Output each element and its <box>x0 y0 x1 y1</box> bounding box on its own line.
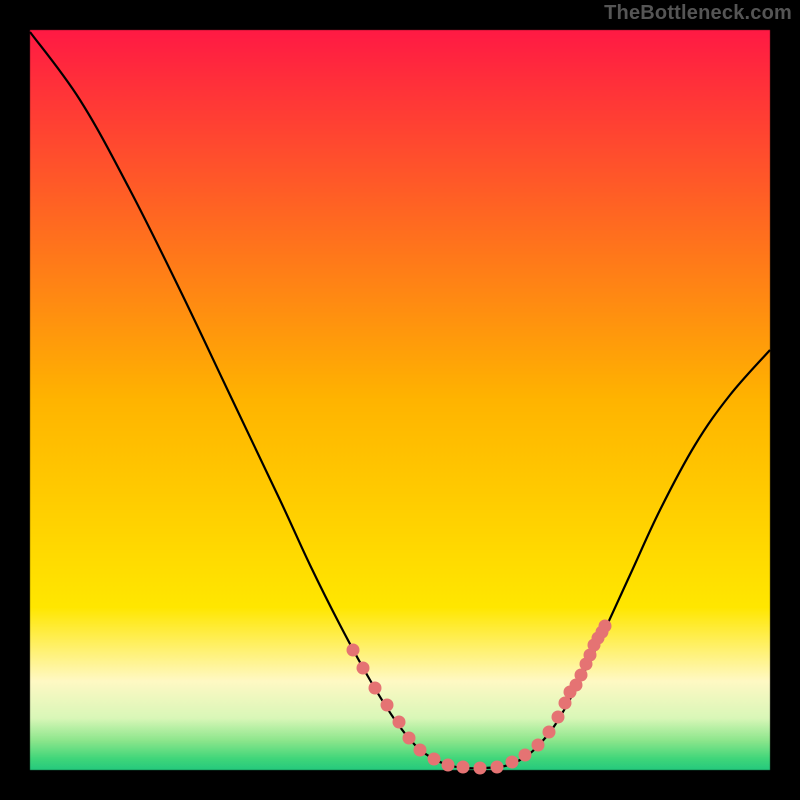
marker-point <box>506 756 519 769</box>
marker-point <box>347 644 360 657</box>
marker-point <box>552 711 565 724</box>
marker-point <box>519 749 532 762</box>
watermark-label: TheBottleneck.com <box>604 2 792 25</box>
marker-point <box>403 732 416 745</box>
marker-point <box>414 744 427 757</box>
marker-point <box>357 662 370 675</box>
chart-container: TheBottleneck.com <box>0 0 800 800</box>
marker-point <box>369 682 382 695</box>
marker-point <box>428 753 441 766</box>
marker-point <box>599 620 612 633</box>
marker-point <box>474 762 487 775</box>
marker-point <box>532 739 545 752</box>
marker-point <box>543 726 556 739</box>
marker-point <box>442 759 455 772</box>
marker-point <box>491 761 504 774</box>
marker-point <box>457 761 470 774</box>
chart-overlay <box>0 0 800 800</box>
bottleneck-curve <box>30 32 770 768</box>
marker-point <box>381 699 394 712</box>
marker-point <box>393 716 406 729</box>
